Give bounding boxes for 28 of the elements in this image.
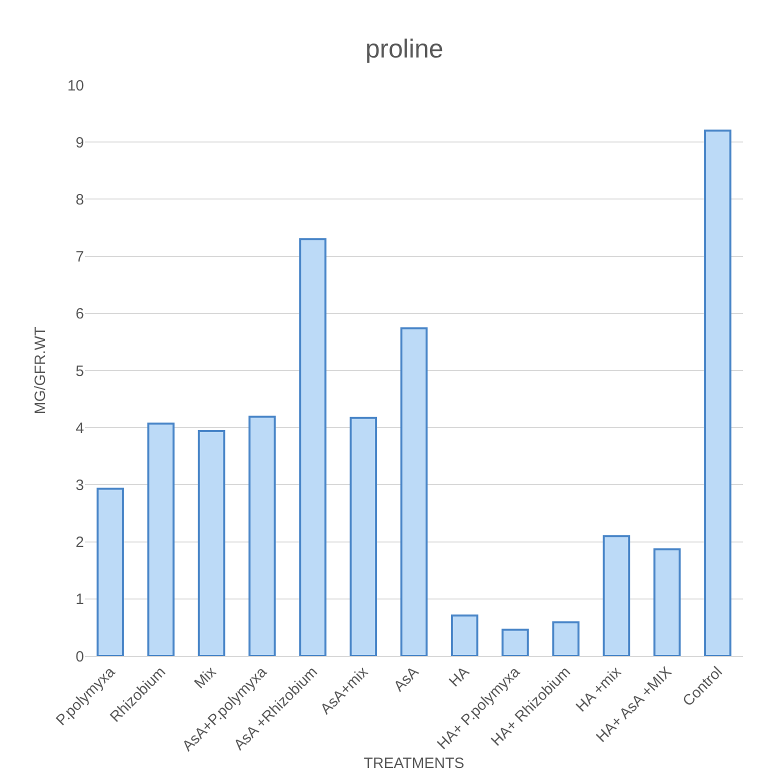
y-tick-label: 10 <box>67 77 84 94</box>
bar <box>248 416 276 656</box>
y-axis-title: MG/GFR.WT <box>32 326 49 414</box>
x-axis-title: TREATMENTS <box>364 754 464 772</box>
bar <box>299 238 326 656</box>
bar <box>502 628 529 656</box>
bar <box>602 535 630 656</box>
y-tick-label: 0 <box>76 648 84 666</box>
x-tick-label: AsA <box>390 664 422 696</box>
bar <box>552 621 580 656</box>
y-tick-label: 2 <box>76 534 84 552</box>
bar <box>198 430 226 656</box>
bar <box>704 130 732 656</box>
bar <box>96 488 124 656</box>
bar <box>350 416 378 656</box>
y-tick-label: 1 <box>76 591 84 608</box>
y-tick-label: 7 <box>76 248 84 266</box>
y-tick-label: 8 <box>76 191 84 208</box>
bar <box>450 614 478 656</box>
y-tick-label: 4 <box>76 420 84 437</box>
y-tick-label: 5 <box>76 362 84 380</box>
bar <box>653 548 681 656</box>
y-tick-label: 9 <box>76 134 84 152</box>
bar <box>400 327 428 656</box>
bar <box>147 422 175 656</box>
y-tick-label: 3 <box>76 476 84 494</box>
chart-title: proline <box>365 33 444 64</box>
y-tick-label: 6 <box>76 306 84 323</box>
